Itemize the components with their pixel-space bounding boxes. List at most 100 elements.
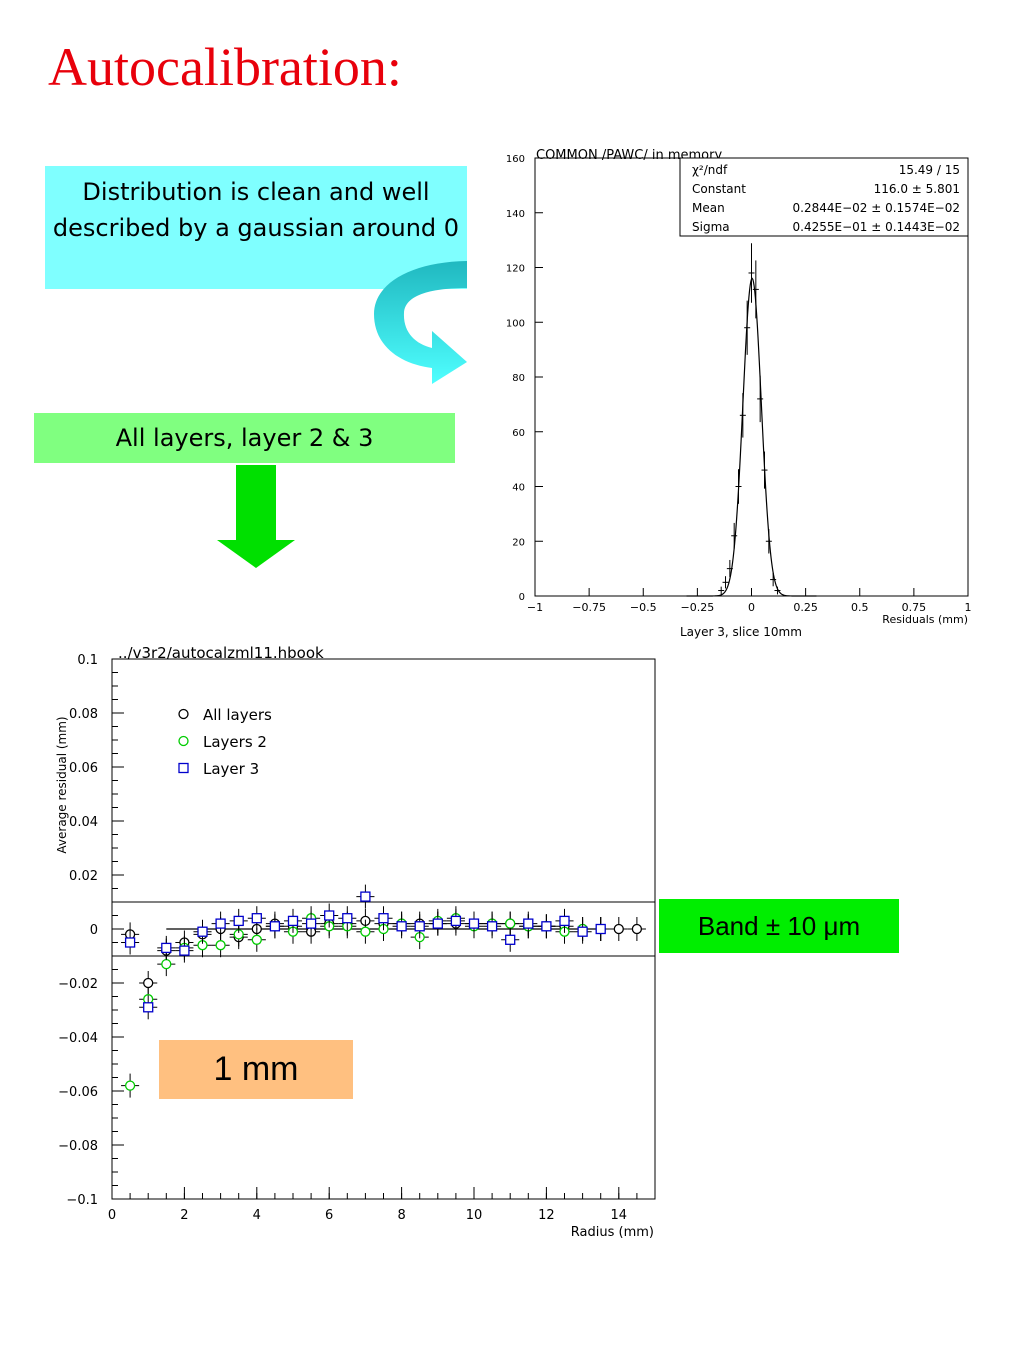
stats-value: 0.2844E−02 ± 0.1574E−02 bbox=[793, 201, 960, 215]
stats-value: 116.0 ± 5.801 bbox=[874, 182, 960, 196]
legend-label: All layers bbox=[203, 706, 272, 724]
stats-label: Mean bbox=[692, 201, 725, 215]
scatter-ytick-label: −0.02 bbox=[58, 977, 98, 992]
scatter-ytick-label: −0.04 bbox=[58, 1031, 98, 1046]
down-arrow-icon bbox=[217, 465, 295, 568]
legend-marker bbox=[178, 762, 189, 774]
curved-arrow-icon bbox=[374, 261, 467, 384]
layer3-point bbox=[324, 910, 335, 921]
hist-xtick-label: −0.5 bbox=[630, 601, 657, 614]
histogram-title: COMMON /PAWC/ in memory bbox=[536, 148, 722, 163]
histogram-caption: Layer 3, slice 10mm bbox=[680, 625, 802, 639]
scatter-ytick-label: −0.06 bbox=[58, 1085, 98, 1100]
legend-marker bbox=[178, 735, 189, 747]
scatter-xtick-label: 10 bbox=[466, 1208, 483, 1223]
layer3-point bbox=[233, 915, 244, 927]
legend-label: Layers 2 bbox=[203, 733, 267, 751]
scatter-ytick-label: −0.08 bbox=[58, 1139, 98, 1154]
all-layers-point bbox=[631, 923, 643, 935]
layer3-point bbox=[124, 937, 136, 948]
layers2-point bbox=[505, 918, 516, 929]
hist-ytick-label: 160 bbox=[506, 154, 525, 165]
hist-xtick-label: −0.25 bbox=[681, 601, 715, 614]
hist-ytick-label: 0 bbox=[519, 592, 525, 603]
layer3-point bbox=[143, 1002, 154, 1013]
layer3-point bbox=[378, 913, 389, 924]
layer3-point bbox=[215, 918, 226, 929]
band-label: Band ± 10 μm bbox=[659, 899, 899, 953]
scatter-ytick-label: 0.06 bbox=[69, 761, 98, 776]
layer3-point bbox=[432, 918, 443, 929]
scatter-ytick-label: 0.1 bbox=[77, 653, 98, 668]
stats-value: 15.49 / 15 bbox=[899, 163, 960, 177]
scatter-ytick-label: 0 bbox=[90, 923, 98, 938]
layer3-point bbox=[360, 891, 371, 902]
hist-xtick-label: −0.75 bbox=[572, 601, 606, 614]
all-layers-point bbox=[143, 977, 154, 989]
residuals-histogram: COMMON /PAWC/ in memory χ²/ndf 15.49 / 15… bbox=[506, 148, 972, 639]
scatter-xtick-label: 2 bbox=[180, 1208, 188, 1223]
layer3-point bbox=[305, 918, 317, 929]
layer3-point bbox=[486, 921, 498, 932]
legend-marker bbox=[178, 708, 189, 720]
hist-ytick-label: 100 bbox=[506, 318, 525, 329]
layer3-point bbox=[179, 945, 190, 956]
scatter-xtick-label: 6 bbox=[325, 1208, 333, 1223]
scatter-xtick-label: 4 bbox=[253, 1208, 261, 1223]
hist-xtick-label: 0 bbox=[748, 601, 755, 614]
scatter-title: ../v3r2/autocalzml11.hbook bbox=[118, 644, 324, 662]
gaussian-fit-curve bbox=[686, 277, 817, 597]
layer3-point bbox=[541, 921, 552, 932]
average-residual-plot: ../v3r2/autocalzml11.hbook Average resid… bbox=[55, 644, 656, 1240]
scatter-ylabel: Average residual (mm) bbox=[55, 716, 69, 853]
layer3-point bbox=[197, 926, 208, 937]
hist-xtick-label: −1 bbox=[527, 601, 543, 614]
layer3-point bbox=[505, 934, 516, 945]
layers-callout: All layers, layer 2 & 3 bbox=[34, 413, 455, 463]
hist-xtick-label: 1 bbox=[965, 601, 972, 614]
scatter-ytick-label: 0.02 bbox=[69, 869, 98, 884]
scale-label: 1 mm bbox=[159, 1040, 353, 1099]
layers2-point bbox=[215, 940, 226, 951]
scatter-ytick-label: −0.1 bbox=[66, 1193, 98, 1208]
stats-box bbox=[679, 157, 969, 237]
scatter-xtick-label: 12 bbox=[538, 1208, 555, 1223]
layers2-point bbox=[161, 958, 172, 970]
hist-xtick-label: 0.5 bbox=[851, 601, 869, 614]
scatter-xtick-label: 8 bbox=[397, 1208, 405, 1223]
layer3-point bbox=[251, 913, 262, 924]
hist-ytick-label: 120 bbox=[506, 264, 525, 275]
histogram-xlabel: Residuals (mm) bbox=[882, 613, 968, 626]
hist-ytick-label: 80 bbox=[512, 373, 525, 384]
legend-label: Layer 3 bbox=[203, 760, 259, 778]
layer3-point bbox=[523, 918, 534, 929]
layers2-point bbox=[360, 926, 371, 937]
layers2-point bbox=[124, 1080, 136, 1091]
layer3-point bbox=[287, 915, 299, 927]
stats-value: 0.4255E−01 ± 0.1443E−02 bbox=[793, 220, 960, 234]
layer3-point bbox=[577, 926, 588, 937]
slide-title: Autocalibration: bbox=[48, 37, 402, 97]
all-layers-point bbox=[613, 923, 624, 935]
scatter-xtick-label: 0 bbox=[108, 1208, 116, 1223]
scatter-xtick-label: 14 bbox=[611, 1208, 628, 1223]
hist-ytick-label: 140 bbox=[506, 209, 525, 220]
layer3-point bbox=[595, 923, 606, 935]
layer3-point bbox=[468, 918, 480, 929]
layer3-point bbox=[450, 915, 462, 927]
hist-ytick-label: 20 bbox=[512, 537, 525, 548]
layers2-point bbox=[251, 934, 262, 945]
layer3-point bbox=[161, 942, 172, 954]
scatter-xlabel: Radius (mm) bbox=[571, 1225, 654, 1240]
distribution-callout: Distribution is clean and well described… bbox=[45, 166, 467, 289]
hist-xtick-label: 0.75 bbox=[902, 601, 927, 614]
layer3-point bbox=[396, 921, 407, 932]
scatter-ytick-label: 0.08 bbox=[69, 707, 98, 722]
layer3-point bbox=[269, 921, 281, 932]
stats-label: χ²/ndf bbox=[692, 163, 728, 177]
stats-label: Constant bbox=[692, 182, 746, 196]
layer3-point bbox=[414, 921, 425, 932]
layer3-point bbox=[559, 915, 570, 927]
hist-xtick-label: 0.25 bbox=[793, 601, 818, 614]
scatter-ytick-label: 0.04 bbox=[69, 815, 98, 830]
